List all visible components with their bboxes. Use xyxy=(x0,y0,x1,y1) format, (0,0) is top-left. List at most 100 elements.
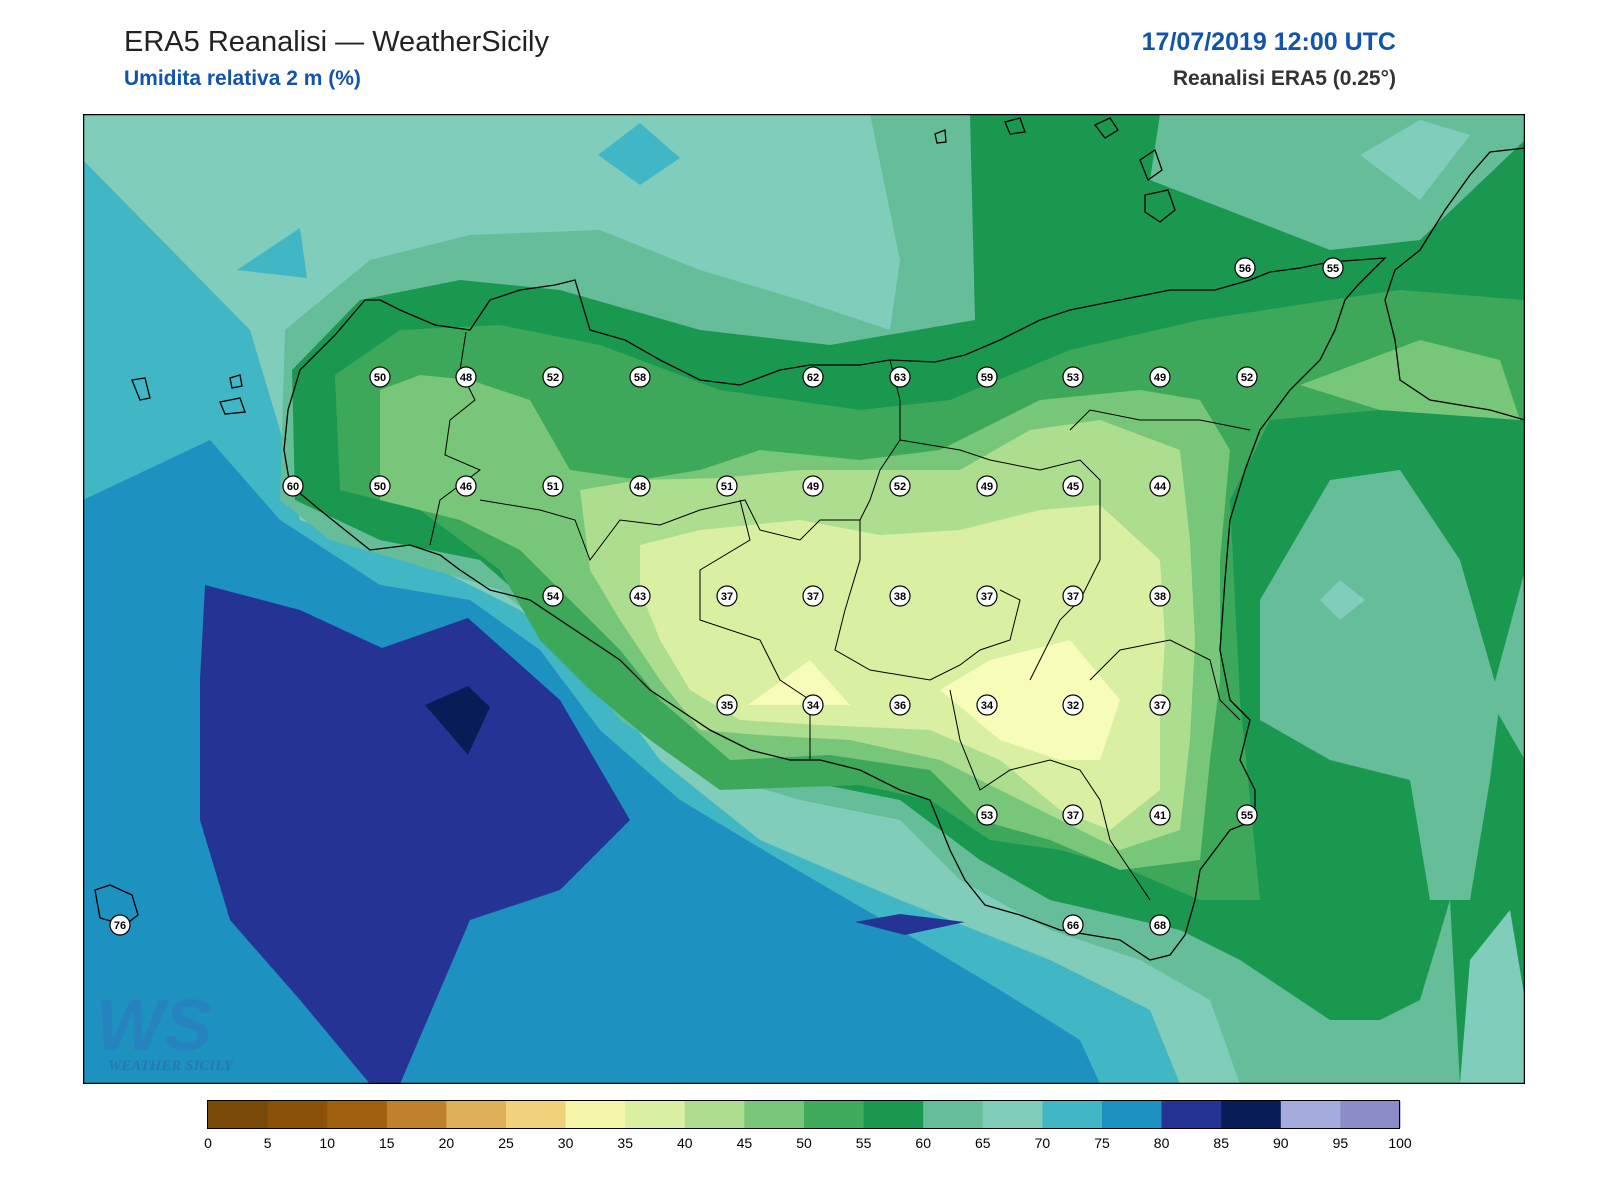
station-circle xyxy=(542,475,564,497)
colorbar-cell xyxy=(923,1101,984,1128)
colorbar-cell xyxy=(208,1101,269,1128)
station-marker: 49 xyxy=(802,475,824,497)
boundary-ragusa xyxy=(949,689,1151,901)
station-circle xyxy=(1062,475,1084,497)
station-value: 55 xyxy=(1327,263,1339,275)
station-marker: 52 xyxy=(889,475,911,497)
station-marker: 51 xyxy=(542,475,564,497)
station-value: 52 xyxy=(894,481,906,493)
station-circle xyxy=(629,585,651,607)
aeolian-filicudi xyxy=(1004,117,1026,135)
station-value: 51 xyxy=(721,481,733,493)
station-marker: 37 xyxy=(1062,585,1084,607)
station-value: 48 xyxy=(634,481,646,493)
station-value: 60 xyxy=(287,481,299,493)
colorbar-ticks: 0 5 10 15 20 25 30 35 40 45 50 55 60 65 70 75 80 85 90 95 10… xyxy=(204,1135,1412,1151)
station-value: 37 xyxy=(981,591,993,603)
ustica xyxy=(934,129,947,144)
boundary-siracusa xyxy=(1089,639,1241,721)
station-marker: 38 xyxy=(889,585,911,607)
station-circle xyxy=(716,585,738,607)
contour-layers xyxy=(83,114,1525,1084)
colorbar-tick-label: 85 xyxy=(1213,1135,1229,1151)
station-circle xyxy=(976,585,998,607)
station-circle xyxy=(1062,914,1084,936)
station-marker: 76 xyxy=(109,914,131,936)
station-marker: 66 xyxy=(1062,914,1084,936)
station-circle xyxy=(889,475,911,497)
station-marker: 35 xyxy=(716,694,738,716)
field-85-90 xyxy=(425,686,490,755)
station-circle xyxy=(802,475,824,497)
station-marker: 48 xyxy=(455,366,477,388)
colorbar-cell xyxy=(982,1101,1043,1128)
colorbar-tick-label: 50 xyxy=(796,1135,812,1151)
colorbar-tick-label: 75 xyxy=(1094,1135,1110,1151)
colorbar-cell xyxy=(1221,1101,1282,1128)
egadi-levanzo xyxy=(229,374,243,389)
colorbar-tick-label: 30 xyxy=(558,1135,574,1151)
station-marker: 46 xyxy=(455,475,477,497)
colorbar-tick-label: 70 xyxy=(1035,1135,1051,1151)
station-marker: 36 xyxy=(889,694,911,716)
colorbar-tick-label: 35 xyxy=(617,1135,633,1151)
station-marker: 52 xyxy=(1236,366,1258,388)
station-marker: 56 xyxy=(1234,257,1256,279)
station-circle xyxy=(802,366,824,388)
station-value: 46 xyxy=(460,481,472,493)
station-marker: 37 xyxy=(716,585,738,607)
station-value: 37 xyxy=(1067,591,1079,603)
aeolian-alicudi xyxy=(1093,117,1119,139)
station-marker: 37 xyxy=(976,585,998,607)
station-marker: 38 xyxy=(1149,585,1171,607)
colorbar: 0 5 10 15 20 25 30 35 40 45 50 55 60 65 70 75 80 85 90 95 10… xyxy=(204,1100,1412,1151)
station-circle xyxy=(109,914,131,936)
aeolian-lipari xyxy=(1144,189,1176,223)
colorbar-tick-label: 60 xyxy=(915,1135,931,1151)
colorbar-tick-label: 100 xyxy=(1388,1135,1412,1151)
aeolian-salina xyxy=(1139,148,1163,182)
boundary-caltanissetta-enna xyxy=(834,520,1021,681)
station-marker: 54 xyxy=(542,585,564,607)
field-80-85 xyxy=(200,585,630,1084)
station-marker: 48 xyxy=(629,475,651,497)
station-marker: 58 xyxy=(629,366,651,388)
field-80-85-patch xyxy=(855,914,965,935)
station-value: 66 xyxy=(1067,920,1079,932)
station-value: 76 xyxy=(114,920,126,932)
station-marker: 32 xyxy=(1062,694,1084,716)
colorbar-tick-label: 25 xyxy=(498,1135,514,1151)
station-marker: 68 xyxy=(1149,914,1171,936)
colorbar-tick-label: 45 xyxy=(737,1135,753,1151)
station-marker: 55 xyxy=(1236,804,1258,826)
station-value: 63 xyxy=(894,372,906,384)
field-70-75-patch-1 xyxy=(598,123,680,185)
sicily-coastline xyxy=(283,257,1387,961)
boundary-palermo-messina xyxy=(859,359,901,521)
egadi-favignana xyxy=(219,397,246,415)
colorbar-cell xyxy=(506,1101,567,1128)
station-value: 49 xyxy=(981,481,993,493)
station-value: 54 xyxy=(547,591,560,603)
map-frame xyxy=(83,114,1525,1084)
colorbar-tick-label: 65 xyxy=(975,1135,991,1151)
colorbar-cell xyxy=(1340,1101,1401,1128)
station-marker: 34 xyxy=(976,694,998,716)
station-marker: 37 xyxy=(1149,694,1171,716)
station-circle xyxy=(889,694,911,716)
colorbar-cell xyxy=(565,1101,626,1128)
station-value: 52 xyxy=(547,372,559,384)
colorbar-tick-label: 95 xyxy=(1333,1135,1349,1151)
station-marker: 60 xyxy=(282,475,304,497)
colorbar-tick-label: 15 xyxy=(379,1135,395,1151)
station-circle xyxy=(976,804,998,826)
colorbar-tick-label: 40 xyxy=(677,1135,693,1151)
station-marker: 49 xyxy=(1149,366,1171,388)
province-boundaries xyxy=(429,331,1251,901)
colorbar-cell xyxy=(804,1101,865,1128)
station-circle xyxy=(629,366,651,388)
colorbar-tick-label: 5 xyxy=(264,1135,272,1151)
colorbar-tick-label: 0 xyxy=(204,1135,212,1151)
map-title: ERA5 Reanalisi — WeatherSicily xyxy=(124,26,549,58)
station-value: 36 xyxy=(894,700,906,712)
